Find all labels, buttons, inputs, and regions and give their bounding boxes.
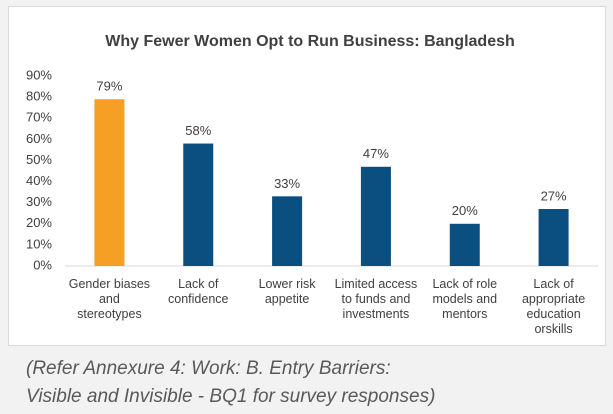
x-tick-label: Gender biases and stereotypes: [68, 277, 151, 321]
y-tick-label: 20%: [26, 215, 52, 230]
y-tick-label: 10%: [26, 236, 52, 251]
bar: [449, 223, 480, 266]
bar: [272, 196, 303, 266]
caption: (Refer Annexure 4: Work: B. Entry Barrie…: [26, 358, 391, 379]
x-tick-label: Lack of confidence: [168, 277, 229, 306]
y-tick-label: 60%: [26, 131, 52, 146]
caption: Visible and Invisible - BQ1 for survey r…: [26, 386, 436, 407]
x-tick-label: Lower risk appetite: [258, 277, 316, 306]
data-label: 27%: [541, 188, 567, 203]
data-label: 79%: [96, 79, 122, 94]
bar: [94, 99, 125, 266]
x-tick-label: Lack of appropriate education orskills: [521, 277, 586, 336]
y-tick-label: 90%: [26, 67, 52, 82]
data-label: 47%: [363, 146, 389, 161]
y-tick-label: 70%: [26, 110, 52, 125]
y-tick-label: 30%: [26, 194, 52, 209]
x-tick-label: Limited access to funds and investments: [334, 277, 418, 321]
bar: [183, 143, 214, 266]
bar: [360, 166, 391, 266]
x-tick-label: Lack of role models and mentors: [432, 277, 498, 321]
y-tick-label: 50%: [26, 152, 52, 167]
bar: [538, 209, 569, 266]
y-tick-label: 80%: [26, 89, 52, 104]
y-tick-label: 40%: [26, 173, 52, 188]
data-label: 20%: [452, 203, 478, 218]
data-label: 33%: [274, 176, 300, 191]
y-tick-label: 0%: [33, 257, 52, 272]
data-label: 58%: [185, 123, 211, 138]
chart-title: Why Fewer Women Opt to Run Business: Ban…: [105, 33, 515, 50]
